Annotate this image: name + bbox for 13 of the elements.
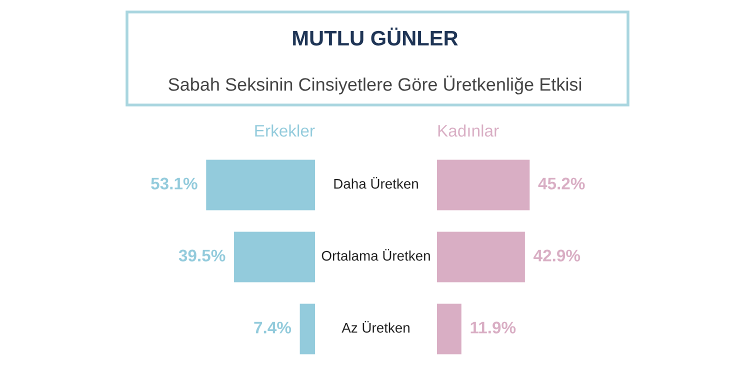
data-label: 42.9% [534,250,580,262]
y-tick-label: Daha Üretken [334,176,418,189]
data-label: 39.5% [178,250,226,262]
text: MUTLU GÜNLER [293,28,458,46]
text: Sabah Seksinin Cinsiyetlere Göre Üretkenliğe Etkisi [168,76,582,94]
data-label: 11.9% [470,322,516,334]
data-label: 7.4% [254,322,292,334]
y-tick-label: Az Üretken [342,320,410,333]
y-tick-label: Ortalama Üretken [322,248,430,261]
data-label: 45.2% [538,178,585,190]
series-label: Erkekler [255,124,315,137]
series-label: Kadınlar [438,124,499,137]
data-label: 53.1% [151,178,198,190]
